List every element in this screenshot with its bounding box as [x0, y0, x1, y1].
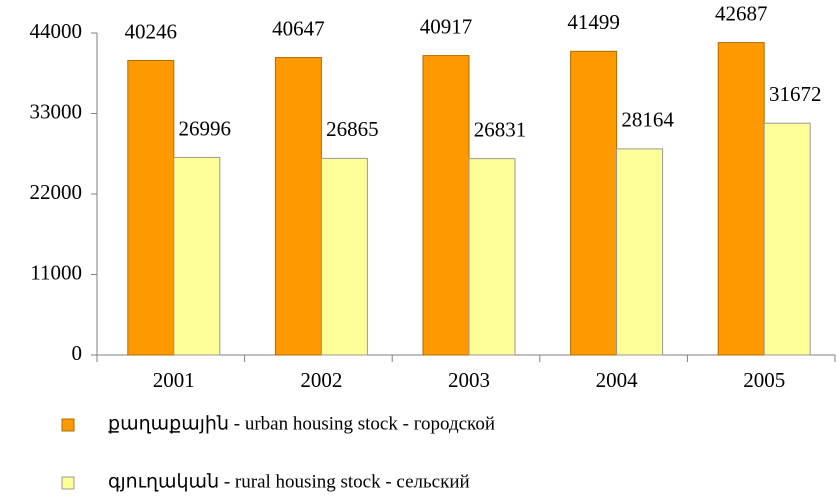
- x-tick-label: 2005: [743, 368, 785, 392]
- bar: [274, 57, 322, 356]
- legend-label: գյուղական - rural housing stock - сельск…: [108, 471, 470, 492]
- bar: [422, 55, 470, 356]
- value-label: 26865: [326, 117, 379, 141]
- legend-swatch: [61, 476, 75, 490]
- value-label: 28164: [621, 108, 674, 132]
- bar: [570, 50, 618, 356]
- y-tick-label: 33000: [30, 99, 83, 123]
- legend-label: քաղաքային - urban housing stock - городс…: [108, 413, 495, 434]
- x-tick-label: 2004: [596, 368, 639, 392]
- x-tick-label: 2001: [153, 368, 195, 392]
- value-label: 31672: [769, 82, 822, 106]
- bar: [173, 156, 221, 356]
- value-label: 40246: [125, 19, 178, 43]
- bar: [717, 42, 765, 356]
- value-label: 40917: [420, 14, 473, 38]
- y-tick-label: 11000: [30, 260, 82, 284]
- y-tick-label: 22000: [30, 180, 83, 204]
- y-tick-label: 0: [72, 341, 83, 365]
- x-tick-label: 2002: [300, 368, 342, 392]
- value-label: 26831: [474, 117, 527, 141]
- value-label: 41499: [567, 10, 620, 34]
- x-tick-label: 2003: [448, 368, 490, 392]
- bar: [320, 157, 368, 356]
- value-label: 26996: [179, 116, 232, 140]
- y-tick-label: 44000: [30, 19, 83, 43]
- bar: [468, 158, 516, 356]
- legend-swatch: [61, 418, 75, 432]
- value-label: 42687: [715, 1, 768, 25]
- value-label: 40647: [272, 16, 325, 40]
- bar: [127, 59, 175, 356]
- bar: [616, 148, 664, 356]
- bar: [763, 122, 811, 356]
